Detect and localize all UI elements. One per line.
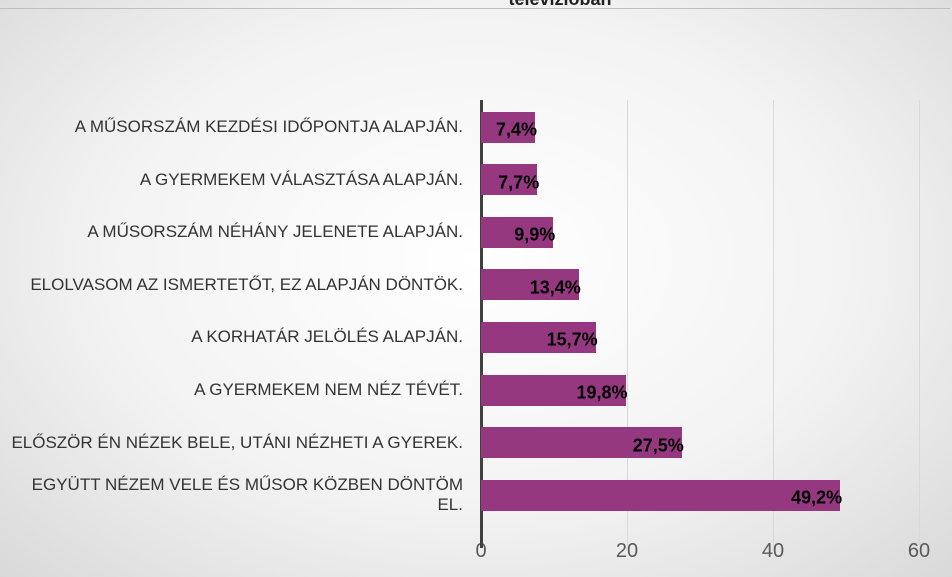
- y-tick-label: A GYERMEKEM VÁLASZTÁSA ALAPJÁN.: [139, 169, 463, 189]
- value-label: 7,7%: [498, 172, 540, 193]
- value-label: 7,4%: [495, 119, 538, 140]
- value-label: 13,4%: [529, 277, 581, 298]
- bar: [481, 111, 536, 143]
- bar: [481, 427, 682, 459]
- grid-line: [773, 100, 774, 548]
- value-label: 27,5%: [632, 435, 684, 456]
- bar: [481, 479, 841, 511]
- x-tick-label: 60: [907, 540, 931, 562]
- y-tick-label: ELŐSZÖR ÉN NÉZEK BELE, UTÁNI NÉZHETI A G…: [11, 432, 463, 452]
- bar: [481, 216, 554, 248]
- y-tick-label: A MŰSORSZÁM KEZDÉSI IDŐPONTJA ALAPJÁN.: [74, 117, 463, 136]
- x-tick-label: 20: [615, 540, 639, 562]
- x-tick-label: 40: [761, 540, 785, 562]
- x-tick-label: 0: [475, 540, 487, 562]
- grid-line: [627, 100, 628, 548]
- y-tick-label: ELOLVASOM AZ ISMERTETŐT, EZ ALAPJÁN DÖNT…: [30, 274, 463, 294]
- value-label: 19,8%: [576, 382, 628, 403]
- value-label: 15,7%: [546, 330, 598, 351]
- value-label: 9,9%: [514, 224, 556, 245]
- chart-title: televízióban: [0, 0, 952, 10]
- y-tick-label: A KORHATÁR JELÖLÉS ALAPJÁN.: [191, 327, 463, 347]
- bar: [481, 269, 579, 301]
- bar: [481, 164, 538, 196]
- chart-border: [0, 8, 950, 576]
- bar: [481, 374, 626, 406]
- y-tick-label: A MŰSORSZÁM NÉHÁNY JELENETE ALAPJÁN.: [87, 222, 463, 242]
- y-tick-label: EGYÜTT NÉZEM VELE ÉS MŰSOR KÖZBEN DÖNTÖM…: [31, 475, 463, 515]
- value-label: 49,2%: [791, 487, 843, 508]
- bar: [481, 321, 596, 353]
- y-tick-label: A GYERMEKEM NEM NÉZ TÉVÉT.: [194, 380, 463, 399]
- grid-line: [919, 100, 920, 548]
